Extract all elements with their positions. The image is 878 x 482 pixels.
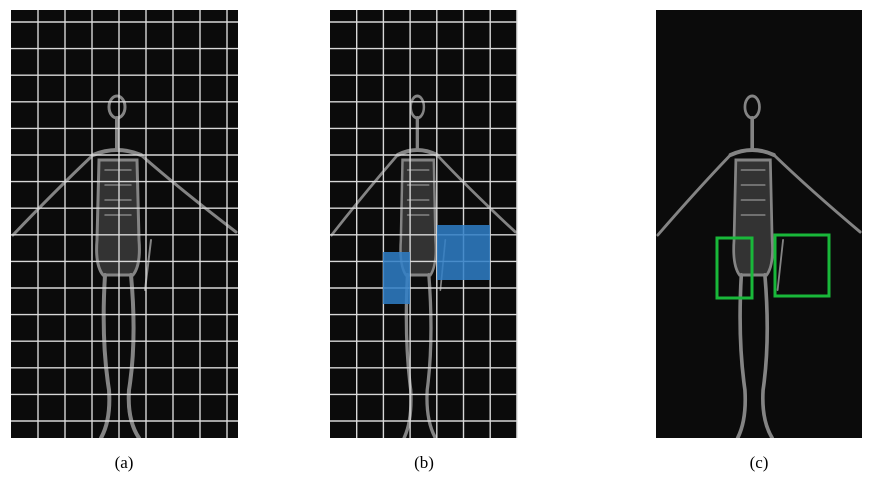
page: (a) (b) (c) (() => { const data = JSON.p… (0, 0, 878, 482)
panel-c (656, 10, 862, 438)
panel-b (330, 10, 517, 438)
highlight-cell (383, 252, 410, 304)
figure: (a) (b) (c) (0, 0, 878, 482)
highlight-cell (437, 225, 490, 280)
panel-a (11, 10, 238, 438)
panel-label: (b) (414, 453, 434, 472)
panel-label: (c) (750, 453, 769, 472)
panel-label: (a) (115, 453, 134, 472)
